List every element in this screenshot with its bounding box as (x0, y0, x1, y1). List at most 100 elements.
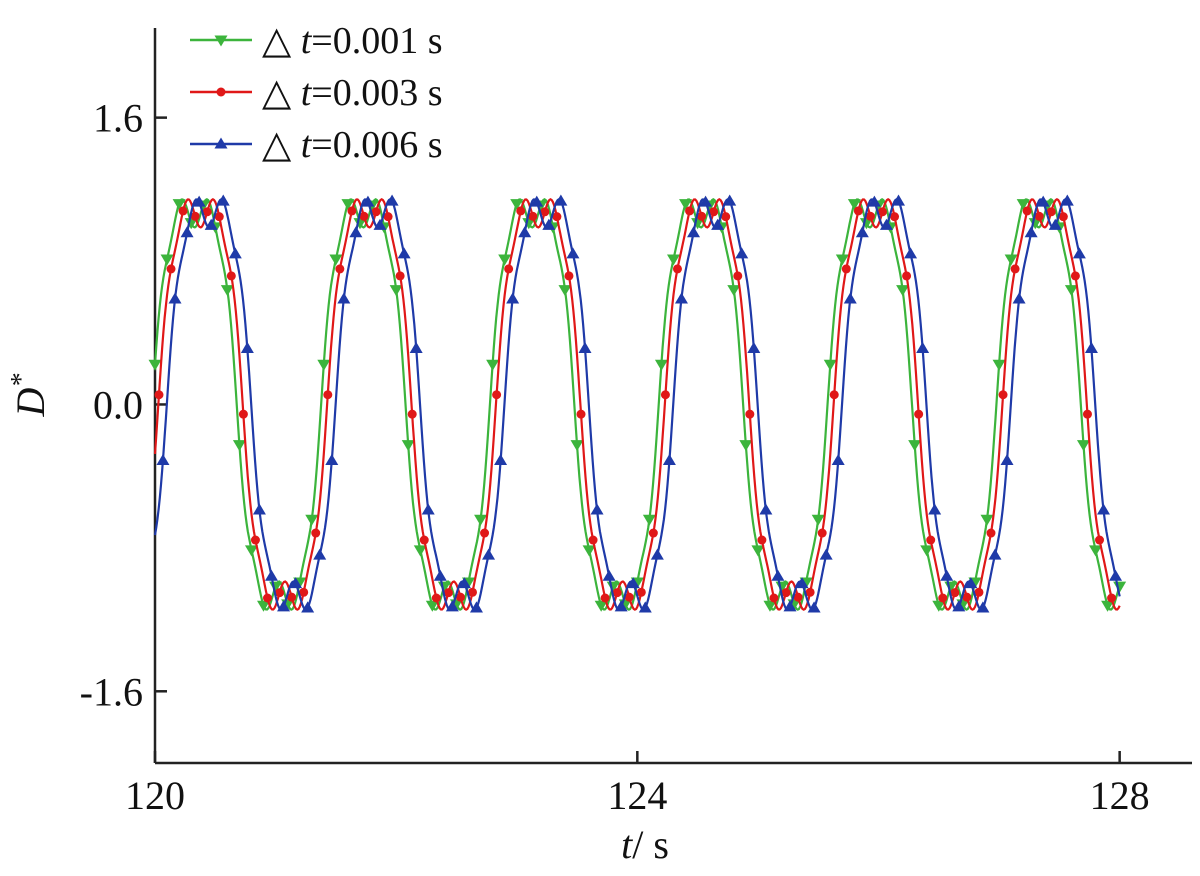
series-0-point-72 (1016, 199, 1030, 211)
legend-prefix-1: △ (262, 72, 301, 114)
y-axis-label: D* (6, 374, 53, 418)
series-0-point-65 (932, 600, 946, 612)
series-line-0 (153, 198, 1121, 611)
series-2-point-23 (433, 569, 447, 581)
series-0-point-78 (1089, 545, 1103, 557)
series-1-point-5 (214, 212, 224, 222)
series-1-point-72 (1022, 206, 1032, 216)
y-tick-label-0: 1.6 (93, 96, 143, 141)
series-1-point-55 (817, 528, 827, 538)
series-2-point-40 (638, 601, 652, 613)
series-1-point-53 (793, 592, 803, 602)
series-0-point-16 (341, 199, 355, 211)
series-2-point-9 (264, 569, 278, 581)
legend-marker-0 (214, 35, 228, 47)
series-1-point-77 (1082, 409, 1092, 419)
x-tick-label-2: 128 (1090, 773, 1150, 818)
series-2-point-2 (180, 226, 194, 238)
series-1-point-60 (877, 207, 887, 217)
series-0-point-29 (498, 254, 512, 266)
series-2-point-59 (867, 195, 881, 207)
x-axis-symbol: t (621, 822, 633, 867)
series-2-point-57 (843, 292, 857, 304)
series-0-point-13 (305, 514, 319, 526)
series-2-point-77 (1084, 341, 1098, 353)
series-1-point-26 (467, 587, 477, 597)
series-1-point-70 (998, 390, 1008, 400)
series-0-point-17 (353, 218, 367, 230)
series-0-point-22 (413, 545, 427, 557)
series-0-point-30 (510, 199, 524, 211)
series-1-point-69 (986, 528, 996, 538)
legend-symbol-0: t (301, 20, 313, 62)
series-1-point-21 (407, 409, 417, 419)
series-0-point-21 (401, 440, 415, 452)
series-1-point-61 (890, 212, 900, 222)
series-2-point-11 (289, 577, 303, 589)
series-2-point-74 (1048, 218, 1062, 230)
series-2-point-76 (1072, 247, 1086, 259)
series-2-point-16 (349, 226, 363, 238)
series-0-point-63 (908, 440, 922, 452)
legend-prefix-2: △ (262, 124, 301, 166)
series-1-point-11 (287, 592, 297, 602)
series-0-point-50 (751, 545, 765, 557)
series-1-point-59 (865, 211, 875, 221)
series-2-point-61 (892, 194, 906, 206)
series-0-point-27 (474, 514, 488, 526)
series-0-point-31 (522, 218, 536, 230)
series-1-point-43 (672, 264, 682, 274)
series-2-point-25 (457, 577, 471, 589)
series-2-point-1 (168, 292, 182, 304)
series-2-point-10 (277, 600, 291, 612)
series-2-point-73 (1036, 195, 1050, 207)
series-2-point-18 (373, 218, 387, 230)
series-2-point-3 (192, 195, 206, 207)
series-2-point-20 (397, 247, 411, 259)
series-2-point-38 (614, 600, 628, 612)
series-1-point-35 (576, 409, 586, 419)
series-1-point-6 (226, 271, 236, 281)
series-1-point-76 (1070, 271, 1080, 281)
series-0-point-45 (691, 218, 705, 230)
legend-marker-1 (216, 87, 226, 97)
series-0-point-1 (160, 254, 174, 266)
series-2-point-7 (240, 341, 254, 353)
series-2-point-54 (807, 601, 821, 613)
series-2-point-30 (518, 226, 532, 238)
series-1-point-71 (1010, 264, 1020, 274)
series-2-point-51 (771, 569, 785, 581)
series-1-point-65 (938, 593, 948, 603)
series-2-point-33 (554, 194, 568, 206)
series-1-point-22 (419, 535, 429, 545)
series-1-point-46 (709, 207, 719, 217)
series-1-point-79 (1107, 593, 1117, 603)
series-2-point-79 (1109, 569, 1123, 581)
series-1-point-39 (624, 592, 634, 602)
legend-value-1: =0.003 s (311, 72, 442, 114)
series-0-point-44 (679, 199, 693, 211)
series-2-point-53 (795, 577, 809, 589)
series-1-point-40 (636, 587, 646, 597)
series-2-point-27 (482, 548, 496, 560)
series-1-point-3 (190, 211, 200, 221)
legend-prefix-0: △ (262, 20, 301, 62)
series-0-point-9 (257, 600, 271, 612)
series-1-point-19 (383, 212, 393, 222)
series-2-point-14 (325, 454, 339, 466)
series-1-point-57 (841, 264, 851, 274)
series-2-point-29 (506, 292, 520, 304)
series-2-point-63 (916, 341, 930, 353)
series-0-point-73 (1028, 218, 1042, 230)
series-2-point-19 (385, 194, 399, 206)
series-2-point-50 (759, 503, 773, 515)
series-0-point-7 (232, 440, 246, 452)
series-2-point-52 (783, 600, 797, 612)
series-0-point-36 (582, 545, 596, 557)
legend: △ t=0.001 s△ t=0.003 s△ t=0.006 s (190, 20, 443, 166)
series-2-point-24 (445, 600, 459, 612)
series-1-point-73 (1034, 211, 1044, 221)
series-1-point-7 (238, 409, 248, 419)
series-1-point-34 (564, 271, 574, 281)
series-0-point-58 (847, 199, 861, 211)
